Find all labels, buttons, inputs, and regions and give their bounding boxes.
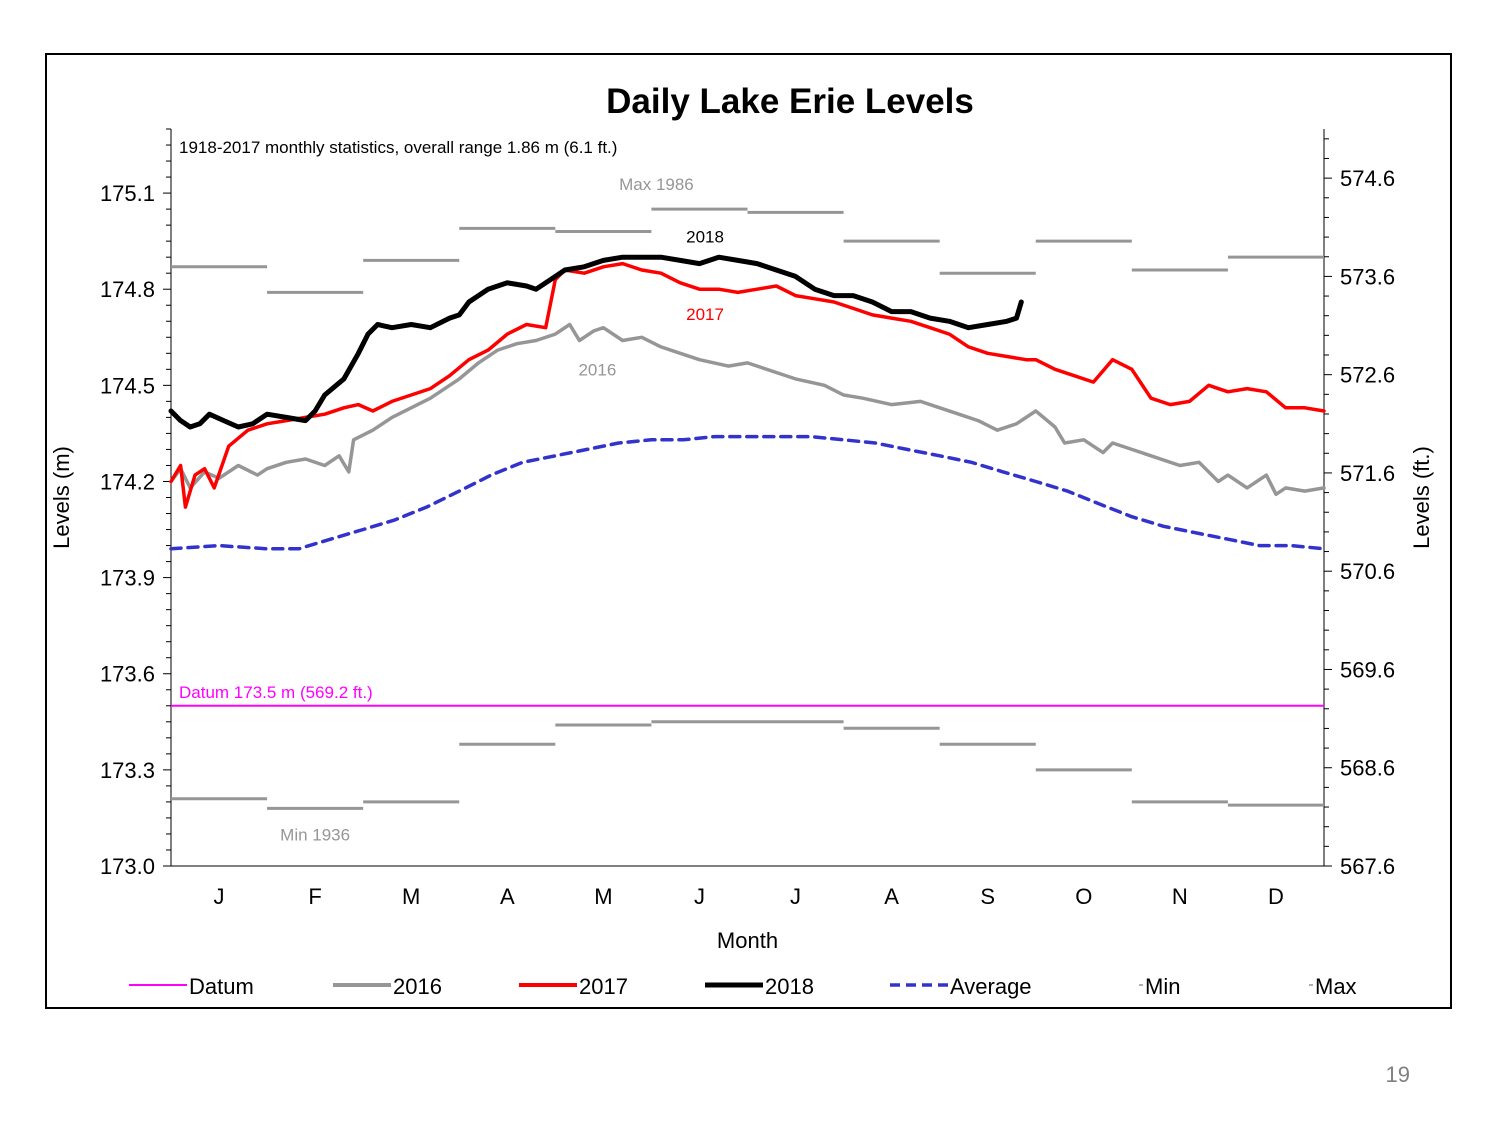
x-tick-label: J bbox=[790, 884, 801, 909]
y-tick-label: 173.0 bbox=[100, 854, 155, 879]
legend-max-label: Max bbox=[1315, 974, 1357, 999]
y-tick-label: 174.5 bbox=[100, 373, 155, 398]
y-tick-label: 173.3 bbox=[100, 758, 155, 783]
y-right-tick-label: 569.6 bbox=[1340, 657, 1395, 682]
x-tick-label: D bbox=[1268, 884, 1284, 909]
legend-average-label: Average bbox=[950, 974, 1032, 999]
x-axis-label: Month bbox=[717, 928, 778, 953]
legend-datum-label: Datum bbox=[189, 974, 254, 999]
x-tick-label: F bbox=[308, 884, 321, 909]
y-tick-label: 174.8 bbox=[100, 277, 155, 302]
datum-label: Datum 173.5 m (569.2 ft.) bbox=[179, 683, 373, 702]
x-tick-label: M bbox=[594, 884, 612, 909]
label-2016: 2016 bbox=[578, 360, 616, 379]
label-2018: 2018 bbox=[686, 228, 724, 247]
page-number: 19 bbox=[1385, 1062, 1410, 1087]
average-series-line bbox=[169, 434, 1326, 551]
series-2017-line bbox=[169, 261, 1326, 509]
x-tick-label: M bbox=[402, 884, 420, 909]
y-tick-label: 174.2 bbox=[100, 469, 155, 494]
y-axis-label: Levels (m) bbox=[49, 446, 74, 549]
legend-2016-label: 2016 bbox=[393, 974, 442, 999]
y-right-tick-label: 567.6 bbox=[1340, 854, 1395, 879]
lake-erie-chart: Daily Lake Erie Levels 173.0173.3173.617… bbox=[49, 82, 1434, 999]
y-right-tick-label: 572.6 bbox=[1340, 363, 1395, 388]
x-tick-label: O bbox=[1075, 884, 1092, 909]
y-right-tick-label: 571.6 bbox=[1340, 461, 1395, 486]
y-tick-label: 173.6 bbox=[100, 662, 155, 687]
y-right-tick-label: 574.6 bbox=[1340, 166, 1395, 191]
chart-subtitle: 1918-2017 monthly statistics, overall ra… bbox=[179, 138, 617, 157]
x-tick-label: J bbox=[694, 884, 705, 909]
chart-title: Daily Lake Erie Levels bbox=[606, 82, 974, 121]
series-2016-line bbox=[169, 322, 1326, 497]
legend-min-label: Min bbox=[1145, 974, 1180, 999]
min-annotation: Min 1936 bbox=[280, 825, 350, 844]
x-tick-label: A bbox=[500, 884, 515, 909]
plot-area: 173.0 173.3 173.6 173.9 174.2 174.5 174.8 175.1… bbox=[49, 128, 1434, 999]
legend-2017-label: 2017 bbox=[579, 974, 628, 999]
x-tick-label: S bbox=[980, 884, 995, 909]
y-right-tick-label: 568.6 bbox=[1340, 756, 1395, 781]
y-right-tick-label: 573.6 bbox=[1340, 264, 1395, 289]
y-tick-label: 175.1 bbox=[100, 181, 155, 206]
y-axis-right-label: Levels (ft.) bbox=[1409, 446, 1434, 549]
x-tick-label: J bbox=[214, 884, 225, 909]
label-2017: 2017 bbox=[686, 305, 724, 324]
chart-frame: Daily Lake Erie Levels 173.0 173.3 173.6 17… bbox=[45, 53, 1452, 1009]
max-annotation: Max 1986 bbox=[619, 175, 694, 194]
series-2018-line bbox=[168, 254, 1024, 430]
y-tick-label: 173.9 bbox=[100, 566, 155, 591]
x-tick-label: N bbox=[1172, 884, 1188, 909]
y-right-tick-label: 570.6 bbox=[1340, 559, 1395, 584]
legend-2018-label: 2018 bbox=[765, 974, 814, 999]
x-tick-label: A bbox=[884, 884, 899, 909]
